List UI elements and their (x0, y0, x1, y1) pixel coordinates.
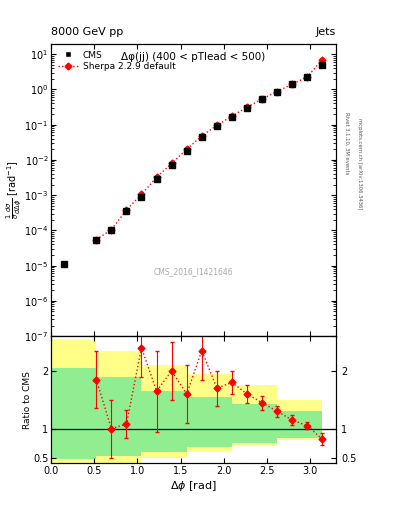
Text: Jets: Jets (316, 27, 336, 37)
Y-axis label: $\frac{1}{\sigma}\frac{d\sigma}{d\Delta\phi}$ [rad$^{-1}$]: $\frac{1}{\sigma}\frac{d\sigma}{d\Delta\… (4, 160, 23, 219)
Text: Δφ(jj) (400 < pTlead < 500): Δφ(jj) (400 < pTlead < 500) (121, 52, 266, 62)
Text: Rivet 3.1.10, 3M events: Rivet 3.1.10, 3M events (344, 112, 349, 175)
Legend: CMS, Sherpa 2.2.9 default: CMS, Sherpa 2.2.9 default (55, 48, 178, 74)
X-axis label: $\Delta\phi$ [rad]: $\Delta\phi$ [rad] (170, 479, 217, 493)
Text: mcplots.cern.ch [arXiv:1306.3436]: mcplots.cern.ch [arXiv:1306.3436] (357, 118, 362, 209)
Text: CMS_2016_I1421646: CMS_2016_I1421646 (154, 267, 233, 276)
Y-axis label: Ratio to CMS: Ratio to CMS (22, 371, 31, 429)
Text: 8000 GeV pp: 8000 GeV pp (51, 27, 123, 37)
